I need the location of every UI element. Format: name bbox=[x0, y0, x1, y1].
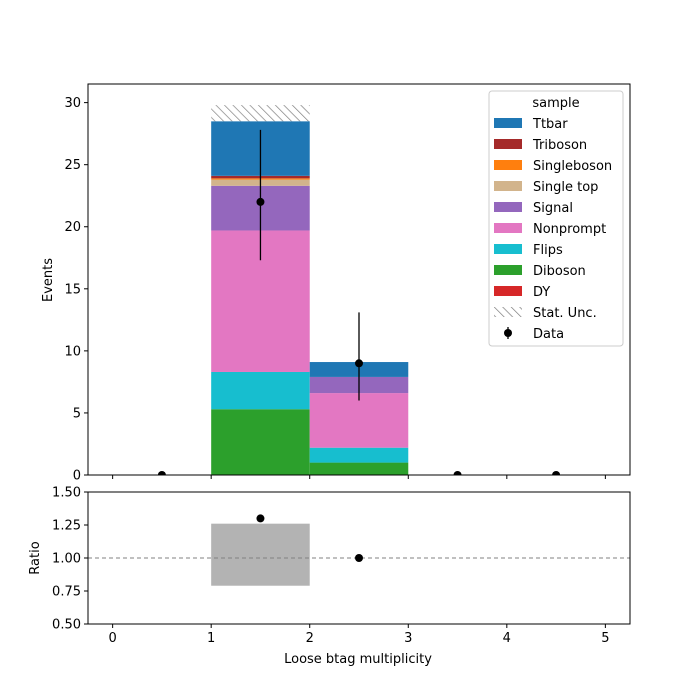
legend-label-stat-unc: Stat. Unc. bbox=[533, 306, 597, 321]
main-ytick-label-20: 20 bbox=[64, 220, 81, 235]
ratio-ytick-label-0: 0.50 bbox=[52, 618, 81, 633]
ratio-xtick-label-1: 1 bbox=[207, 631, 215, 646]
legend-title: sample bbox=[532, 96, 579, 111]
legend-swatch-stat-unc bbox=[494, 307, 522, 317]
ratio-ytick-label-1: 0.75 bbox=[52, 585, 81, 600]
main-ytick-label-10: 10 bbox=[64, 344, 81, 359]
main-ytick-label-5: 5 bbox=[73, 406, 81, 421]
ratio-y-axis-label: Ratio bbox=[28, 541, 43, 574]
ratio-panel: 0.50 0.75 1.00 1.25 1.50 0 1 2 3 4 5 Ratio Loose … bbox=[28, 486, 631, 667]
ratio-ytick-label-4: 1.50 bbox=[52, 486, 81, 501]
ratio-xtick-label-4: 4 bbox=[503, 631, 511, 646]
legend-swatch-triboson bbox=[494, 139, 522, 149]
legend-frame bbox=[488, 90, 624, 347]
main-ytick-label-0: 0 bbox=[73, 469, 81, 484]
legend-label-ttbar: Ttbar bbox=[532, 117, 568, 132]
legend-label-data: Data bbox=[533, 327, 564, 342]
bar-nonprompt-bin-1 bbox=[309, 393, 409, 448]
ratio-point-1 bbox=[355, 554, 363, 562]
legend-swatch-nonprompt bbox=[494, 223, 522, 233]
ratio-xtick-label-2: 2 bbox=[306, 631, 314, 646]
legend-swatch-single-top bbox=[494, 181, 522, 191]
legend-label-single-top: Single top bbox=[533, 180, 598, 195]
main-ytick-label-30: 30 bbox=[64, 96, 81, 111]
legend-label-signal: Signal bbox=[533, 201, 573, 216]
bar-diboson-bin-1 bbox=[309, 462, 409, 475]
data-point-3 bbox=[453, 471, 462, 475]
main-y-axis-label: Events bbox=[41, 258, 56, 302]
legend-label-diboson: Diboson bbox=[533, 264, 586, 279]
ratio-xtick-label-0: 0 bbox=[108, 631, 116, 646]
bar-flips-bin-0 bbox=[211, 371, 310, 410]
legend-label-dy: DY bbox=[533, 285, 550, 300]
ratio-ytick-label-3: 1.25 bbox=[52, 519, 81, 534]
legend-swatch-diboson bbox=[494, 265, 522, 275]
legend-swatch-flips bbox=[494, 244, 522, 254]
ratio-point-0 bbox=[256, 514, 265, 523]
legend-label-flips: Flips bbox=[533, 243, 563, 258]
legend-swatch-signal bbox=[494, 202, 522, 212]
main-panel: 0 5 10 15 20 25 30 Events bbox=[41, 83, 631, 484]
legend-label-nonprompt: Nonprompt bbox=[533, 222, 606, 237]
legend-label-triboson: Triboson bbox=[532, 138, 587, 153]
ratio-ytick-label-2: 1.00 bbox=[52, 552, 81, 567]
data-point-0 bbox=[157, 471, 166, 475]
legend-label-singleboson: Singleboson bbox=[533, 159, 612, 174]
ratio-xtick-label-5: 5 bbox=[601, 631, 609, 646]
legend: sample Ttbar Triboson Singleboson Single to… bbox=[488, 90, 624, 347]
legend-swatch-singleboson bbox=[494, 160, 522, 170]
ratio-xtick-label-3: 3 bbox=[404, 631, 412, 646]
main-ytick-label-15: 15 bbox=[64, 282, 81, 297]
main-plot-frame bbox=[87, 83, 631, 476]
legend-swatch-dy bbox=[494, 286, 522, 296]
data-point-4 bbox=[552, 471, 561, 475]
main-ytick-label-25: 25 bbox=[64, 158, 81, 173]
legend-marker-data bbox=[504, 329, 512, 337]
data-point-1 bbox=[256, 197, 265, 206]
legend-swatch-ttbar bbox=[494, 118, 522, 128]
bar-diboson-bin-0 bbox=[211, 409, 310, 475]
ratio-unc-band-0 bbox=[211, 523, 310, 586]
x-axis-label: Loose btag multiplicity bbox=[284, 652, 432, 667]
stat-unc-hatch-bin-0 bbox=[211, 105, 310, 122]
bar-flips-bin-1 bbox=[309, 447, 409, 463]
data-point-2 bbox=[355, 359, 363, 368]
